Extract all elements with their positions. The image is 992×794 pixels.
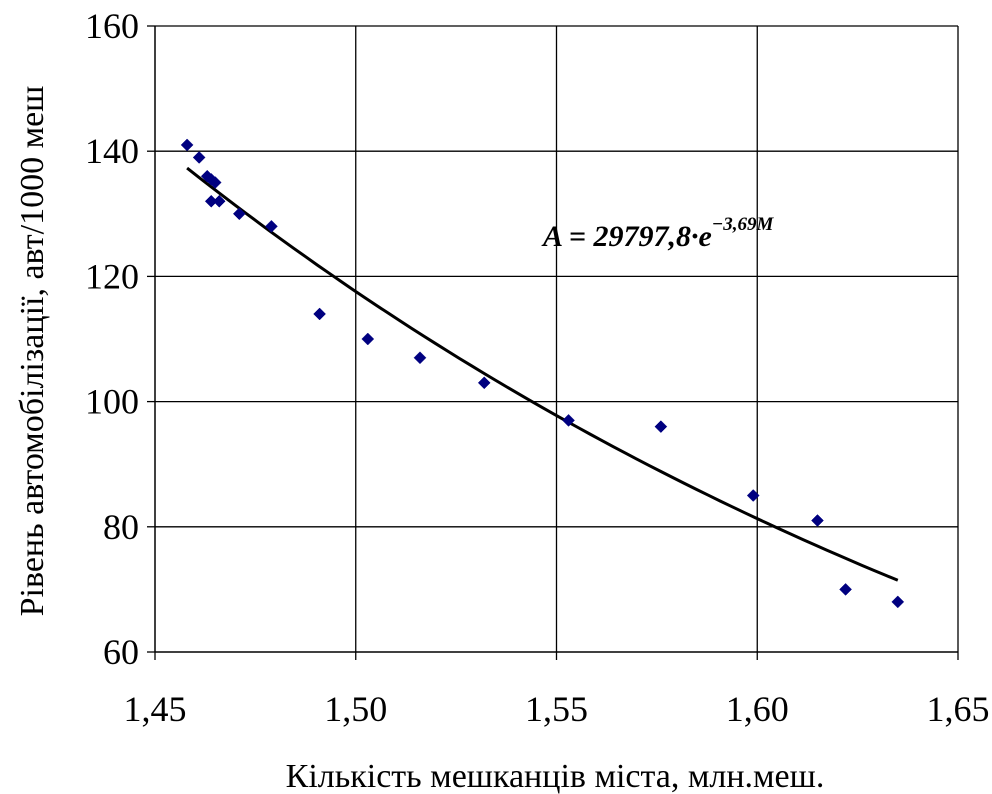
data-point <box>212 194 226 208</box>
grid <box>155 25 959 652</box>
x-tick-label: 1,50 <box>324 689 387 729</box>
data-point <box>477 376 491 390</box>
axes <box>147 25 959 660</box>
data-point <box>839 583 852 596</box>
y-tick-label: 120 <box>85 256 139 296</box>
x-tick-label: 1,55 <box>525 689 588 729</box>
y-tick-label: 100 <box>85 382 139 422</box>
y-tick-label: 160 <box>85 6 139 46</box>
x-tick-label: 1,45 <box>124 689 187 729</box>
x-tick-label: 1,65 <box>927 689 990 729</box>
equation-exponent: −3,69M <box>712 214 775 235</box>
x-axis-title: Кількість мешканців міста, млн.меш. <box>286 758 825 794</box>
x-tick-label: 1,60 <box>726 689 789 729</box>
data-point <box>265 219 278 233</box>
trendline-equation: A = 29797,8·e−3,69M <box>541 214 775 253</box>
data-point <box>746 489 760 502</box>
data-points <box>180 138 905 609</box>
data-point <box>562 414 575 427</box>
data-point <box>891 595 905 609</box>
y-tick-label: 140 <box>85 131 139 171</box>
trendline-curve <box>186 166 899 582</box>
y-tick-label: 80 <box>103 507 139 547</box>
y-axis-title: Рівень автомобілізації, авт/1000 меш <box>14 86 51 617</box>
y-tick-label: 60 <box>103 632 139 672</box>
data-point <box>232 207 246 221</box>
data-point <box>654 420 668 433</box>
data-point <box>413 351 427 365</box>
data-point <box>192 151 206 164</box>
tick-labels: 1,45 1,50 1,55 1,60 1,65 60 80 100 120 140 160 <box>85 6 990 729</box>
data-point <box>208 176 222 189</box>
equation-lhs: A <box>541 220 562 253</box>
data-point <box>180 138 194 152</box>
data-point <box>811 514 824 527</box>
equation-rhs: = 29797,8·e <box>561 220 711 253</box>
data-point <box>361 332 375 346</box>
data-point <box>313 307 326 321</box>
trendline <box>186 166 899 582</box>
